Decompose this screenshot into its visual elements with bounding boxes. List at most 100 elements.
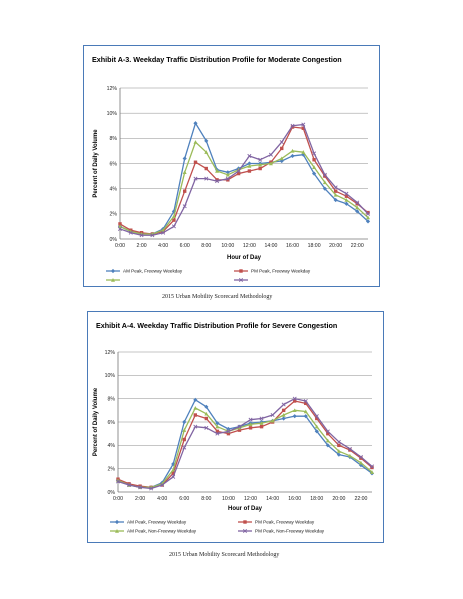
data-point [193,140,198,144]
data-point [204,411,209,416]
data-point [322,172,327,177]
data-point [281,402,286,407]
data-point [281,408,286,413]
legend-marker [242,528,248,534]
data-point [333,185,338,190]
y-tick-label: 0% [108,490,116,496]
data-point [279,140,284,145]
data-point [355,209,360,214]
legend-marker [110,268,116,274]
x-tick-label: 12:00 [243,243,256,249]
data-point [259,421,264,425]
data-point [268,161,273,166]
data-point [315,416,319,421]
data-point [182,204,187,209]
data-point [347,453,352,458]
legend-label: PM Peak, Non-Freeway Weekday [255,529,325,534]
y-tick-label: 6% [110,161,118,167]
legend-marker [111,278,115,282]
data-point [247,153,252,158]
chart-canvas: 0% 2% 4% 6% 8% 10% 12% 0:00 2:00 4:00 6:00 8:00 10:0… [93,350,375,534]
data-point [370,470,374,474]
data-point [215,179,220,184]
data-point [355,202,359,206]
data-point [247,164,252,168]
data-point [322,186,327,191]
data-point [204,176,209,181]
data-point [303,414,308,419]
data-point [225,170,230,175]
legend-marker [238,277,244,283]
data-point [248,417,253,422]
data-point [117,226,123,231]
data-point [236,169,241,174]
legend-label: AM Peak, Freeway Weekday [127,520,187,525]
data-point [161,228,166,232]
data-point [182,445,187,450]
x-tick-label: 0:00 [113,496,123,502]
data-point [193,424,198,429]
data-point [344,197,349,202]
page-caption: 2015 Urban Mobility Scorecard Methodolog… [169,552,280,558]
data-point [290,125,295,129]
data-point [161,230,166,235]
data-point [292,396,297,401]
y-tick-label: 2% [108,466,116,472]
data-point [365,211,371,216]
data-point [171,224,176,229]
y-axis-title: Percent of Daily Volume [93,387,99,456]
data-point [270,412,275,418]
x-tick-label: 20:00 [332,496,345,502]
x-tick-label: 14:00 [264,243,277,249]
x-tick-label: 10:00 [221,243,234,249]
data-point [290,153,295,159]
legend-marker [243,520,247,524]
data-point [215,431,220,436]
data-point [290,148,295,153]
data-point [301,122,306,127]
data-point [182,170,187,175]
legend-label: AM Peak, Non-Freeway Weekday [127,529,197,534]
data-point [358,460,363,465]
data-point [193,413,198,417]
x-tick-label: 16:00 [286,243,299,249]
y-tick-label: 8% [108,396,116,402]
data-point [301,126,306,130]
data-point [290,123,295,128]
data-point [204,416,209,421]
data-point [355,205,360,210]
data-point [171,471,175,476]
data-point [258,162,263,167]
data-point [358,454,363,460]
exhibit-a4-chart: Exhibit A-4. Weekday Traffic Distributio… [87,311,384,543]
data-point [127,482,132,488]
data-point [322,180,327,185]
x-tick-label: 14:00 [266,496,279,502]
data-point [292,414,297,419]
data-point [312,165,317,169]
data-point [160,482,165,488]
data-point [301,150,306,154]
data-point [118,224,122,229]
data-point [237,425,242,430]
x-axis-title: Hour of Day [228,506,263,512]
y-tick-label: 6% [108,420,116,426]
data-point [118,222,122,226]
data-point [139,233,144,238]
x-tick-label: 12:00 [244,496,257,502]
data-point [303,398,308,404]
data-point [248,422,253,427]
y-tick-label: 12% [105,350,116,356]
data-point [370,465,374,470]
data-point [138,485,143,490]
chart-title: Exhibit A-3. Weekday Traffic Distributio… [92,55,342,64]
x-tick-label: 6:00 [179,496,189,502]
data-point [237,428,242,432]
series-line [119,141,369,235]
data-point [258,157,263,162]
chart-canvas: 0% 2% 4% 6% 8% 10% 12% 0:00 2:00 4:00 6:00 8:00 10:0… [93,86,371,283]
data-point [333,197,338,203]
data-point [280,146,284,151]
data-point [226,431,231,436]
data-point [366,210,370,215]
